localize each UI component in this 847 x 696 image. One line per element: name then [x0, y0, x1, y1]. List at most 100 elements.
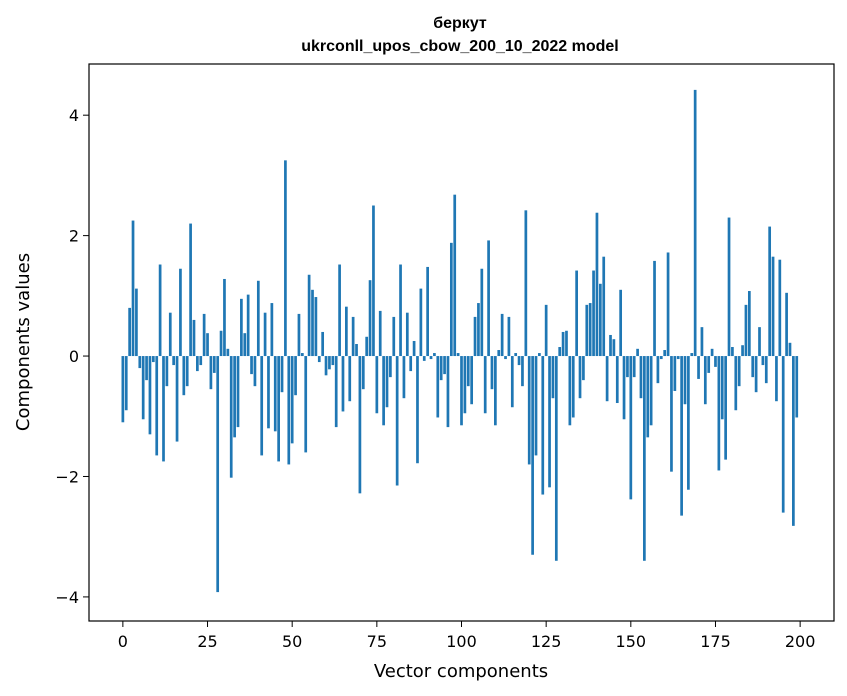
x-tick-label: 50	[282, 632, 302, 651]
bar-component-6	[141, 356, 145, 420]
bar-component-152	[636, 348, 639, 357]
bar-component-154	[643, 356, 646, 561]
bar-component-127	[551, 356, 555, 399]
bar-component-46	[277, 356, 280, 462]
bar-component-131	[565, 330, 568, 357]
plot-frame	[88, 63, 835, 622]
bar-component-98	[453, 194, 457, 357]
bar-component-5	[138, 356, 142, 369]
bar-component-163	[673, 356, 677, 391]
bar-component-107	[483, 356, 487, 414]
bar-component-184	[744, 304, 748, 357]
bar-component-164	[676, 356, 680, 360]
x-tick-label: 175	[700, 632, 731, 651]
bar-component-124	[541, 356, 545, 495]
bar-component-170	[697, 356, 700, 379]
bar-component-160	[663, 350, 667, 357]
bar-component-26	[209, 356, 213, 390]
y-tick-label: 0	[69, 347, 79, 366]
bar-component-158	[656, 356, 660, 384]
y-tick-label: 4	[69, 106, 79, 125]
bar-component-12	[162, 356, 165, 462]
bar-component-43	[267, 356, 270, 429]
bar-component-111	[497, 350, 501, 357]
bar-component-78	[385, 356, 389, 408]
bar-component-1	[124, 356, 128, 411]
bar-component-121	[531, 356, 534, 555]
bar-component-10	[155, 356, 159, 456]
bar-component-86	[412, 340, 416, 357]
bar-component-96	[446, 356, 450, 428]
bar-component-36	[243, 333, 247, 357]
bar-component-9	[151, 356, 155, 363]
bar-component-174	[710, 348, 714, 357]
bar-component-67	[348, 356, 352, 402]
bar-component-117	[517, 356, 521, 366]
bar-component-103	[470, 356, 474, 405]
bar-component-189	[761, 356, 765, 366]
bar-component-77	[382, 356, 385, 426]
bar-component-57	[314, 297, 318, 357]
x-tick-label: 125	[531, 632, 562, 651]
bar-component-137	[585, 304, 589, 357]
bar-component-175	[714, 356, 717, 367]
bar-component-22	[196, 356, 199, 372]
bar-component-21	[192, 319, 196, 357]
bar-component-173	[707, 356, 711, 373]
bar-component-108	[487, 240, 490, 357]
bar-component-76	[378, 310, 382, 357]
bar-component-97	[449, 242, 453, 357]
bar-component-182	[737, 356, 741, 387]
bar-component-64	[338, 264, 341, 357]
bar-component-118	[521, 356, 524, 387]
bar-component-7	[145, 356, 148, 381]
bar-component-31	[226, 348, 230, 357]
bar-component-195	[781, 356, 785, 513]
bar-component-141	[598, 283, 602, 357]
bar-component-142	[602, 256, 606, 357]
bar-component-149	[626, 356, 629, 378]
chart-title: беркут	[433, 15, 487, 32]
bar-component-2	[128, 307, 131, 357]
bar-component-106	[480, 268, 484, 357]
bar-component-40	[256, 280, 260, 357]
bar-component-151	[632, 356, 636, 378]
bar-component-39	[253, 356, 257, 387]
bar-component-35	[240, 298, 243, 357]
y-tick-label: 2	[69, 227, 79, 246]
bar-component-150	[629, 356, 633, 500]
bar-component-136	[582, 356, 585, 381]
bar-component-196	[785, 292, 788, 357]
bar-component-15	[172, 356, 176, 366]
bar-component-45	[273, 356, 277, 432]
bar-component-79	[389, 356, 392, 378]
bar-component-49	[287, 356, 291, 465]
bar-component-126	[548, 356, 551, 488]
bar-component-129	[558, 347, 562, 357]
bar-component-143	[605, 356, 609, 402]
bar-component-56	[311, 289, 314, 357]
x-tick-label: 200	[785, 632, 816, 651]
bar-component-66	[345, 306, 348, 357]
bar-component-59	[321, 331, 325, 357]
y-tick-label: −4	[55, 588, 79, 607]
bar-component-17	[179, 268, 182, 357]
bar-component-99	[456, 353, 460, 357]
bar-component-29	[219, 330, 223, 357]
bar-component-113	[504, 356, 507, 360]
bar-component-191	[768, 226, 772, 357]
bar-component-30	[223, 278, 226, 357]
bar-component-90	[426, 266, 429, 357]
bar-component-0	[121, 356, 125, 423]
bar-component-70	[358, 356, 362, 494]
bar-component-159	[659, 356, 663, 360]
bar-component-89	[422, 356, 426, 361]
bar-component-8	[148, 356, 152, 435]
x-axis-ticks: 0 25 50 75 100 125 150 175 200	[118, 621, 816, 651]
bar-component-41	[260, 356, 264, 456]
x-tick-label: 75	[367, 632, 387, 651]
bar-component-48	[284, 160, 287, 357]
bar-component-161	[666, 252, 670, 357]
bar-component-44	[270, 303, 274, 357]
